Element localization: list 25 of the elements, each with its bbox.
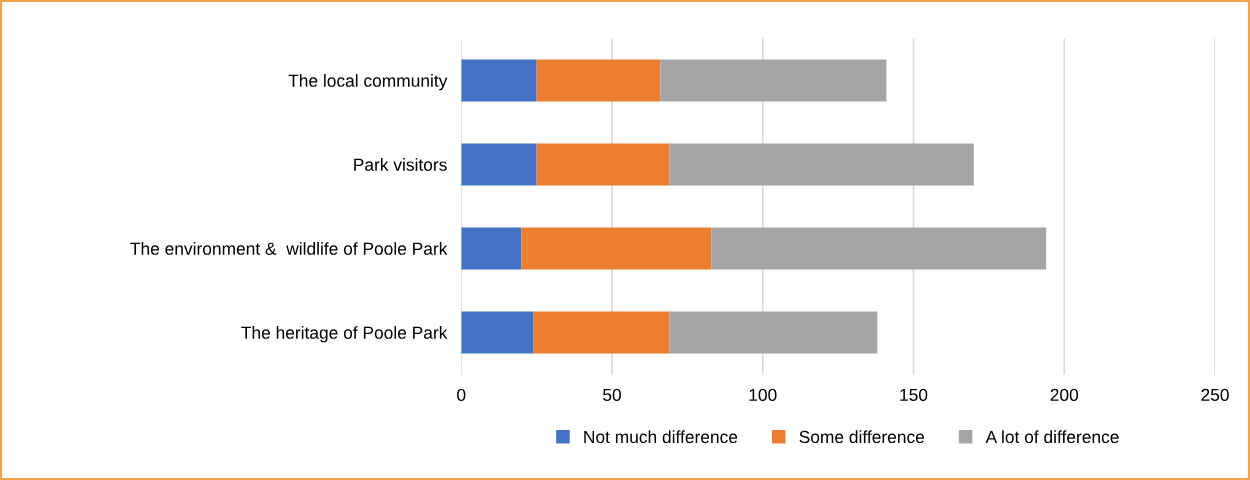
x-tick-label: 200 xyxy=(1050,388,1079,402)
bar xyxy=(669,143,974,186)
y-tick-label: The heritage of Poole Park xyxy=(241,326,448,343)
y-tick-label: The local community xyxy=(288,74,448,91)
legend-label: Some difference xyxy=(799,430,925,444)
x-tick-label: 100 xyxy=(749,388,777,402)
bar xyxy=(461,143,537,186)
bar xyxy=(536,59,661,102)
y-tick-label: Park visitors xyxy=(354,158,447,171)
x-tick-label: 0 xyxy=(457,388,466,402)
x-tick-label: 50 xyxy=(603,388,621,402)
bar xyxy=(669,311,878,354)
bar xyxy=(461,311,534,354)
bar xyxy=(461,59,537,102)
legend-label: Not much difference xyxy=(584,430,738,444)
x-tick-label: 250 xyxy=(1201,388,1229,402)
x-tick-label: 150 xyxy=(900,388,928,402)
bar xyxy=(521,227,712,270)
legend-label: A lot of difference xyxy=(985,430,1119,444)
bar xyxy=(660,59,887,102)
bar xyxy=(536,143,670,186)
y-tick-label: The environment & wildlife of Poole Park xyxy=(130,242,448,255)
bar xyxy=(533,311,670,354)
bar xyxy=(461,227,522,270)
bar xyxy=(711,227,1047,270)
